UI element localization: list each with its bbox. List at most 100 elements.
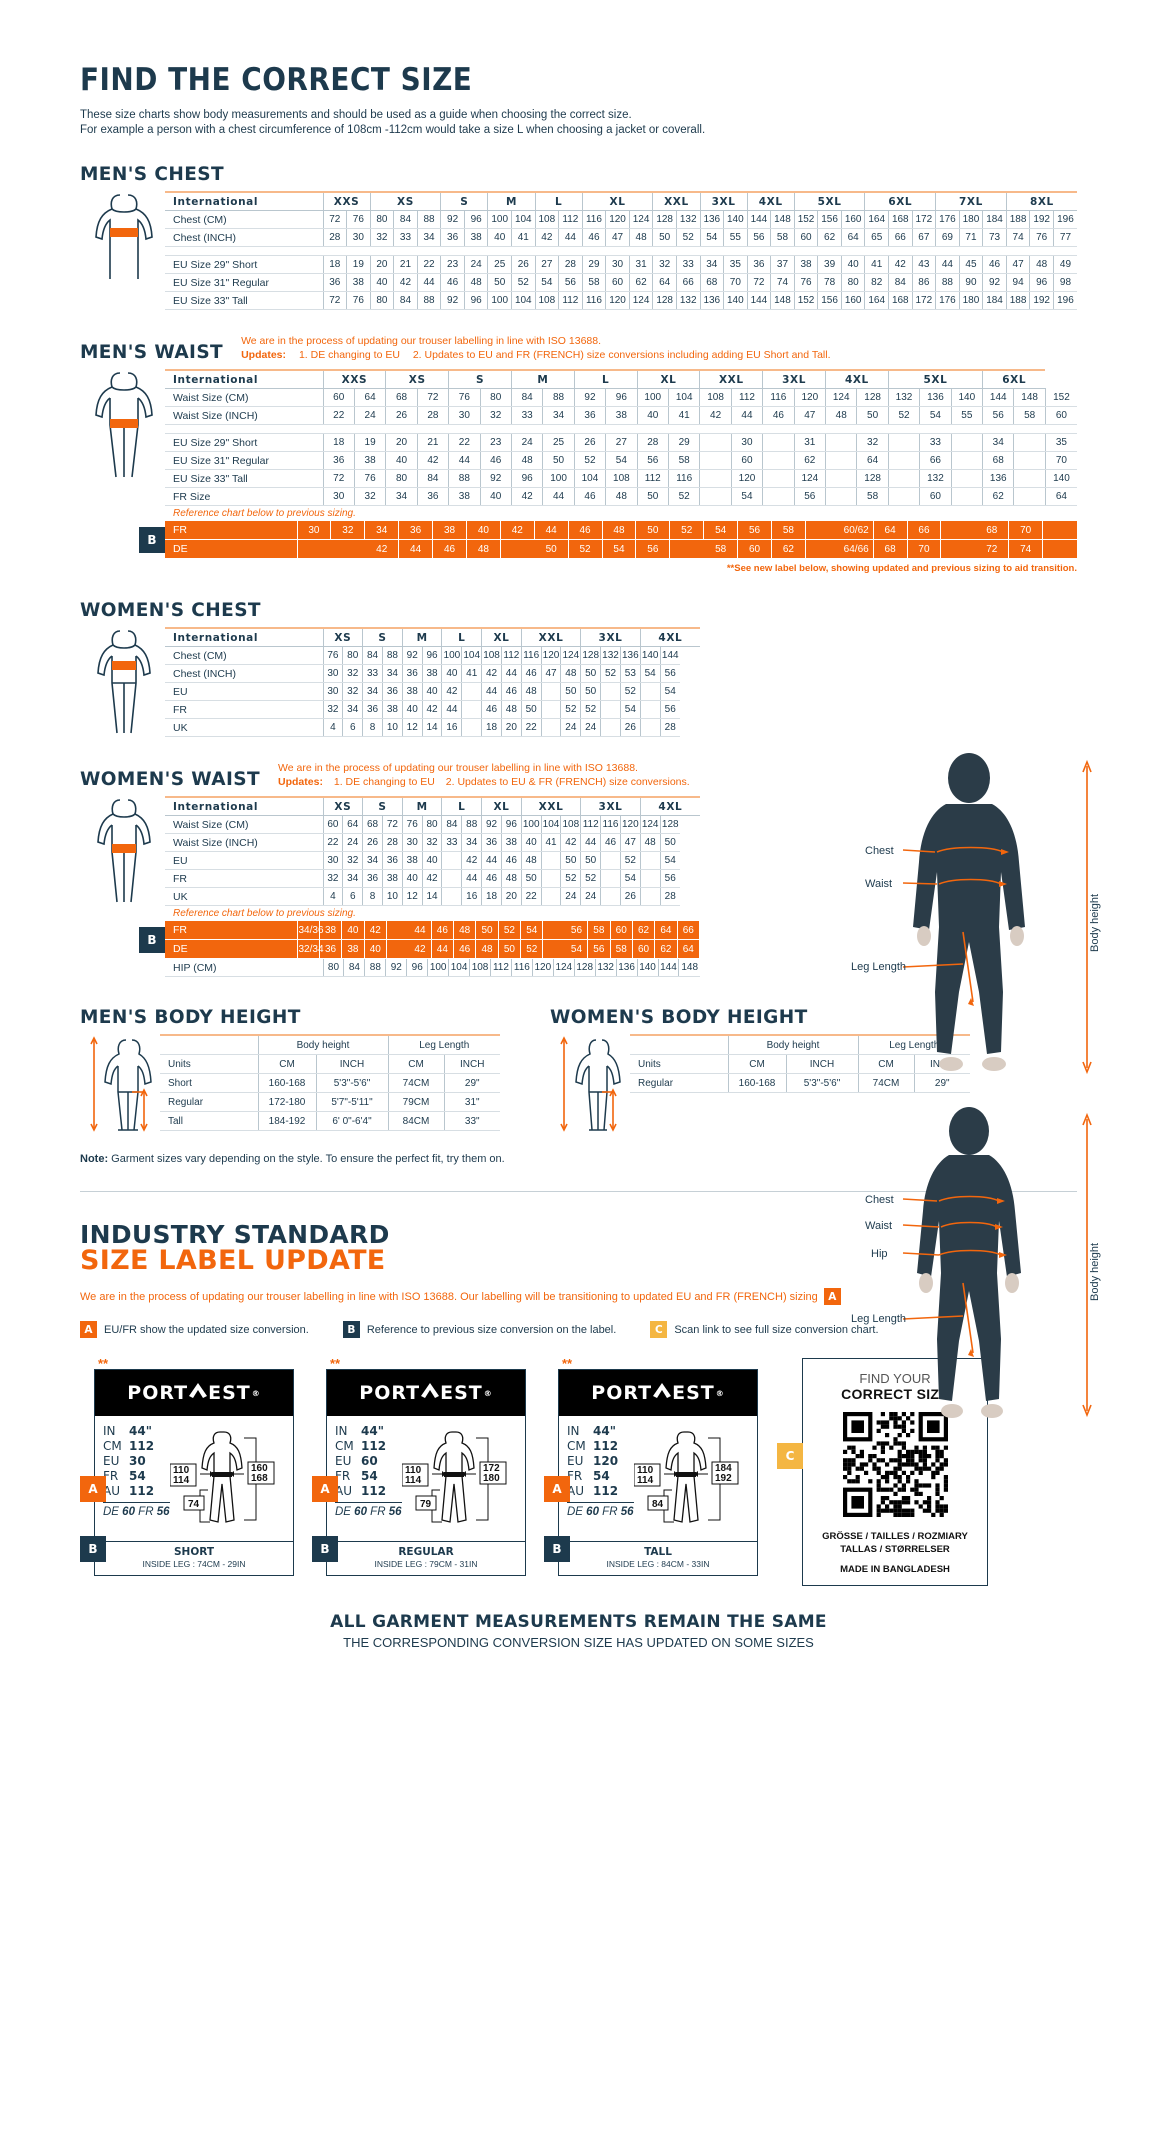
reference-cell: 44 — [534, 521, 569, 540]
table-cell — [640, 682, 661, 701]
table-cell: 46 — [600, 833, 621, 852]
table-cell: 46 — [582, 228, 607, 247]
size-header-cell: XXS — [323, 369, 387, 389]
table-cell: 54 — [731, 487, 764, 506]
label-spec-value: 112 — [361, 1439, 387, 1453]
table-cell: 40 — [637, 406, 669, 425]
table-cell: 38 — [605, 406, 638, 425]
table-cell: 90 — [959, 273, 984, 292]
table-cell — [541, 682, 562, 701]
svg-text:79: 79 — [420, 1499, 432, 1510]
table-row-label: EU Size 29" Short — [165, 255, 324, 274]
table-header-row: International XS S M L XL XXL 3XL 4XL — [165, 627, 700, 647]
bh-sub-header: CM — [388, 1054, 445, 1074]
mens-body-height-table: Body height Leg Length Units CM INCH CM INCH … — [160, 1034, 500, 1131]
reference-cell: 54 — [520, 921, 544, 940]
table-cell: 76 — [323, 646, 344, 665]
table-cell: 116 — [668, 469, 701, 488]
chip-a-icon: A — [80, 1321, 97, 1338]
table-cell — [1013, 469, 1046, 488]
reference-row: FR 30 32 34 36 38 40 42 44 46 48 50 52 54 56 58 60/62 64 6… — [165, 521, 1077, 540]
table-cell: 44 — [580, 833, 602, 852]
table-cell: 33" — [444, 1111, 500, 1131]
mens-waist-notice: We are in the process of updating our tr… — [241, 334, 830, 363]
table-cell: 42 — [481, 664, 502, 683]
table-cell: 132 — [919, 469, 952, 488]
label-fit: REGULAR — [398, 1546, 454, 1558]
label-body: IN 44" CM 112 EU 60 FR 54 AU 112 DE 60 FR 56 110 114… — [327, 1416, 525, 1541]
table-cell: 184 — [982, 291, 1007, 310]
reference-cell: 68 — [873, 539, 908, 559]
table-row: Waist Size (INCH) 22 24 26 28 30 32 33 34 36 38 40 4… — [165, 406, 1077, 425]
table-row: Chest (INCH) 30 32 33 34 36 38 40 41 42 44 46 47 48 50… — [165, 664, 700, 683]
bh-corner — [160, 1034, 259, 1055]
table-cell: 66 — [919, 451, 952, 470]
table-cell: 104 — [511, 291, 536, 310]
table-cell: 54 — [620, 869, 641, 888]
table-cell: 108 — [535, 291, 560, 310]
table-cell: 98 — [1053, 273, 1077, 292]
label-spec-value: 54 — [593, 1469, 610, 1483]
label-spec-value: 44" — [129, 1424, 152, 1438]
womens-waist-ref-note: Reference chart below to previous sizing… — [173, 908, 356, 919]
table-row: Chest (INCH) 28 30 32 33 34 36 38 40 41 42 44 46 47 48… — [165, 228, 1077, 247]
notice-updates-label: Updates: — [241, 349, 287, 361]
table-cell: 168 — [888, 210, 913, 229]
section-divider — [80, 1191, 1077, 1192]
table-cell: 112 — [637, 469, 669, 488]
reference-cell: 48 — [475, 939, 499, 959]
reference-cell: 54 — [703, 521, 739, 540]
table-row-label: HIP (CM) — [165, 959, 324, 977]
table-cell: 16 — [461, 887, 483, 906]
table-cell: 38 — [501, 833, 522, 852]
reference-cell: 70 — [1008, 521, 1044, 540]
table-cell: 136 — [700, 291, 725, 310]
notice-line-1: We are in the process of updating our tr… — [278, 762, 638, 774]
table-cell: 23 — [440, 255, 465, 274]
table-cell — [461, 700, 483, 719]
table-cell: 47 — [1006, 255, 1031, 274]
table-cell: 4 — [323, 887, 344, 906]
chip-b-icon: B — [544, 1536, 570, 1562]
reference-cell: 46 — [568, 521, 603, 540]
table-cell — [762, 451, 795, 470]
chip-a-icon: A — [544, 1476, 570, 1502]
footer-block: ALL GARMENT MEASUREMENTS REMAIN THE SAME… — [80, 1612, 1077, 1650]
table-cell: 148 — [770, 291, 795, 310]
reference-cell: 66 — [907, 521, 942, 540]
reference-cell: 56 — [635, 539, 671, 559]
table-cell: 28 — [417, 406, 450, 425]
table-cell: 52 — [574, 451, 607, 470]
table-cell: 38 — [402, 682, 423, 701]
table-cell: 40 — [402, 700, 423, 719]
table-cell — [541, 700, 562, 719]
reference-cell: 42 — [408, 939, 432, 959]
table-cell: 50 — [521, 700, 542, 719]
table-cell: 52 — [676, 228, 701, 247]
size-header-cell: XS — [323, 627, 364, 647]
table-cell — [600, 887, 621, 906]
table-cell: 84 — [393, 210, 418, 229]
table-cell: 124 — [640, 815, 661, 834]
table-cell: 26 — [574, 433, 607, 452]
bh-group-header: Body height — [258, 1034, 389, 1055]
qr-code-icon[interactable] — [811, 1412, 979, 1522]
table-cell: 38 — [382, 869, 403, 888]
reference-cell: 38 — [319, 921, 343, 940]
table-cell: 92 — [440, 291, 465, 310]
table-cell: 52 — [888, 406, 921, 425]
badge-b: B — [139, 527, 165, 553]
reference-cell: 72 — [974, 539, 1010, 559]
table-cell: 22 — [417, 255, 442, 274]
table-cell: 76 — [346, 210, 371, 229]
size-header-cell: XS — [385, 369, 450, 389]
notice-item-2: 2. Updates to EU and FR (FRENCH) size co… — [412, 349, 831, 361]
label-spec-row: EU 30 — [103, 1454, 170, 1469]
table-cell: 84 — [417, 469, 450, 488]
notice-updates-label: Updates: — [278, 776, 323, 788]
table-cell: 120 — [731, 469, 764, 488]
table-cell — [461, 682, 483, 701]
label-inside-leg: INSIDE LEG : 79CM - 31IN — [374, 1559, 478, 1569]
table-row: EU Size 29" Short 18 19 20 21 22 23 24 25 26 27 28 2… — [165, 255, 1077, 274]
table-cell: 33 — [441, 833, 463, 852]
